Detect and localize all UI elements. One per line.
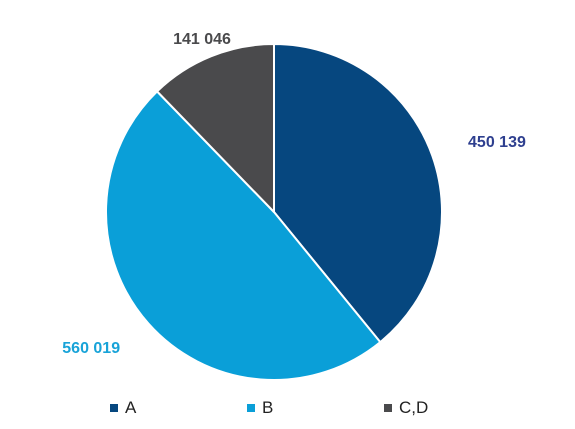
legend-label-a: A xyxy=(125,398,137,417)
pie-slices xyxy=(105,43,443,381)
legend-swatch-b xyxy=(247,404,255,412)
legend-item-a: A xyxy=(110,398,136,418)
pie-slice-a xyxy=(273,43,443,344)
pie-data-labels: 450 139 560 019 141 046 xyxy=(62,31,526,357)
legend-swatch-cd xyxy=(384,404,392,412)
legend: A B C,D xyxy=(0,398,575,422)
legend-item-b: B xyxy=(247,398,273,418)
legend-swatch-a xyxy=(110,404,118,412)
legend-label-cd: C,D xyxy=(399,398,429,417)
legend-item-cd: C,D xyxy=(384,398,428,418)
data-label-a: 450 139 xyxy=(468,134,526,151)
pie-slice-b xyxy=(105,90,382,381)
legend-label-b: B xyxy=(262,398,274,417)
pie-slice-cd xyxy=(156,43,275,213)
data-label-cd: 141 046 xyxy=(173,31,231,48)
data-label-b: 560 019 xyxy=(62,340,120,357)
